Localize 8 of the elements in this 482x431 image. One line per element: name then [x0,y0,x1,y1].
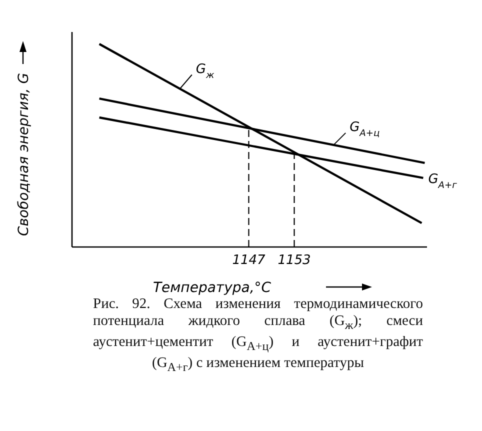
x-tick-label: 1147 [232,253,266,268]
y-axis-title: Свободная энергия, G [16,72,32,236]
series-label: G$_{ж}$ [196,62,215,81]
series-label: G$_{А+г}$ [428,172,458,191]
series-label: G$_{А+ц}$ [350,120,380,139]
x-tick-label: 1153 [278,253,311,268]
text: Рис. 92. Схема изменения термодинамического потенциала жидкого сплава (G$_{ж}$); смеси аустенит+цементит (G$_{А+ц}$) и аустенит+графит (G$_{А+г}$) с изменением температуры [93,296,424,374]
x-axis-title: Температура,°C [152,280,272,296]
